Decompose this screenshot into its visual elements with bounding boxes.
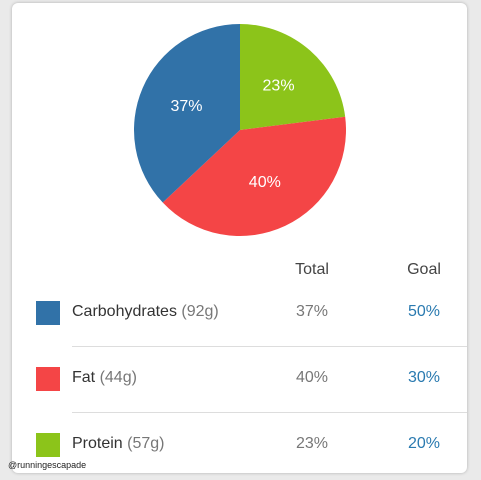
pie-chart: 23% 40% 37%	[134, 24, 346, 237]
legend-swatch	[36, 301, 60, 325]
pie-slice	[134, 24, 240, 203]
row-divider	[72, 346, 467, 347]
nutrient-amount: (92g)	[181, 303, 219, 320]
goal-percent: 50%	[407, 303, 441, 320]
goal-percent: 30%	[407, 369, 441, 386]
table-row: Carbohydrates (92g) 37% 50%	[12, 281, 467, 347]
nutrient-amount: (57g)	[127, 435, 165, 452]
nutrient-label: Protein	[72, 435, 123, 452]
table-row: Protein (57g) 23% 20%	[12, 413, 467, 473]
pie-slice	[162, 116, 346, 237]
nutrient-name: Carbohydrates (92g)	[72, 303, 219, 321]
total-percent: 40%	[295, 369, 329, 386]
nutrient-amount: (44g)	[99, 369, 137, 386]
watermark: @runningescapade	[8, 460, 87, 470]
total-percent: 23%	[295, 435, 329, 452]
header-total: Total	[295, 261, 329, 278]
slice-label: 23%	[263, 77, 295, 94]
nutrient-label: Carbohydrates	[72, 303, 177, 320]
total-percent: 37%	[295, 303, 329, 320]
header-goal: Goal	[407, 261, 441, 278]
nutrient-label: Fat	[72, 369, 96, 386]
card: 23% 40% 37% Total Goal Carbohydrates (92g)…	[12, 3, 467, 473]
row-divider	[72, 412, 467, 413]
table-row: Fat (44g) 40% 30%	[12, 347, 467, 413]
legend-swatch	[36, 367, 60, 391]
legend-swatch	[36, 433, 60, 457]
goal-percent: 20%	[407, 435, 441, 452]
slice-label: 37%	[170, 98, 202, 115]
pie-slice	[240, 24, 346, 130]
nutrient-name: Protein (57g)	[72, 435, 165, 453]
nutrient-name: Fat (44g)	[72, 369, 137, 387]
slice-label: 40%	[249, 174, 281, 191]
